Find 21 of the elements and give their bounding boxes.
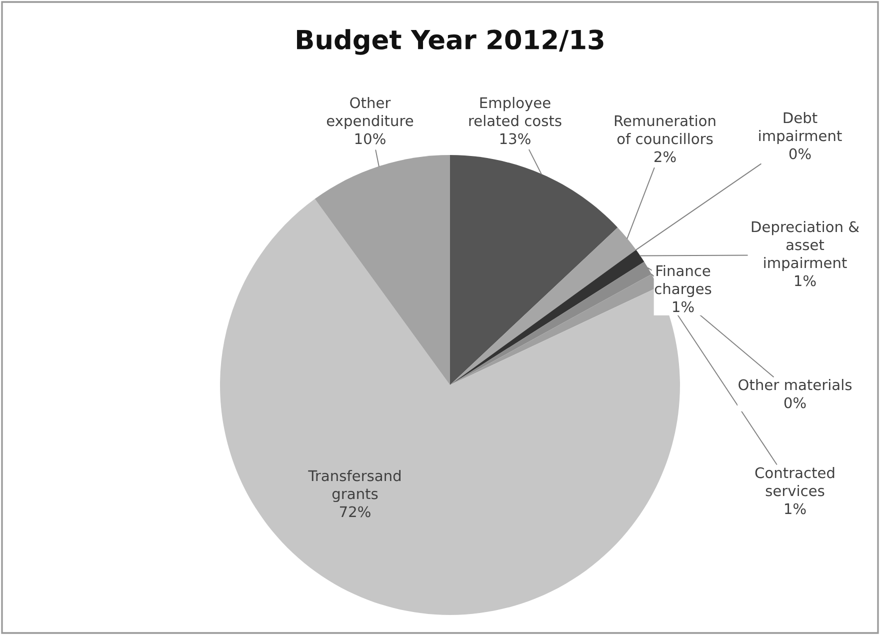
pie-slice — [450, 155, 618, 385]
data-label: 2% — [654, 151, 676, 162]
category-label: Debt impairment — [759, 112, 842, 144]
slice-label: Transfersand grants — [308, 470, 401, 502]
data-label: 13% — [500, 133, 530, 144]
slice-label: Finance charges — [654, 264, 712, 298]
slice-label: Depreciation & asset impairment — [752, 220, 860, 272]
text: 0% — [784, 397, 806, 408]
data-label: 1% — [785, 503, 806, 514]
data-label: 72% — [340, 506, 370, 518]
pie-slice — [314, 155, 450, 385]
chart-title: Budget Year 2012/13 — [297, 29, 604, 55]
data-label: 1% — [795, 275, 816, 286]
slice-label: Contracted services — [755, 466, 834, 496]
slice-label: Employee related costs — [469, 96, 562, 126]
slice-label: Other expenditure — [326, 96, 414, 130]
data-label: 10% — [355, 133, 386, 144]
slice-label: Remuneration of councillors — [614, 114, 716, 144]
data-label: 1% — [673, 301, 694, 312]
text: 0% — [789, 148, 811, 160]
category-label: Other materials — [738, 378, 852, 390]
